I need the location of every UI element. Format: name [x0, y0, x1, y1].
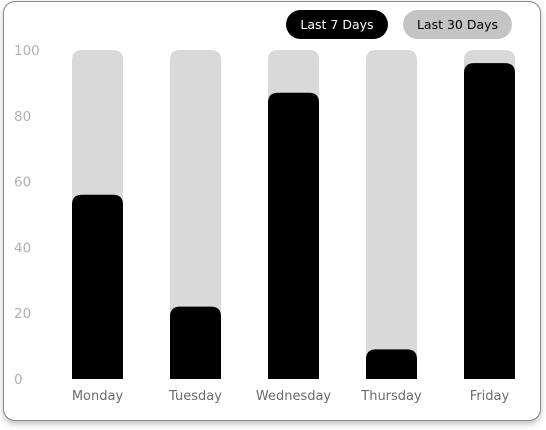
bar-track — [366, 50, 417, 379]
y-tick-label: 20 — [14, 306, 31, 322]
x-tick-label: Thursday — [360, 389, 422, 404]
y-tick-label: 0 — [14, 372, 23, 388]
bar-thursday — [366, 349, 417, 379]
y-tick-label: 40 — [14, 240, 31, 256]
bar-monday — [72, 194, 123, 379]
last-7-days-button[interactable]: Last 7 Days — [286, 10, 388, 39]
y-tick-label: 60 — [14, 175, 31, 191]
y-tick-label: 80 — [14, 109, 31, 125]
x-tick-label: Friday — [470, 389, 510, 404]
x-tick-label: Wednesday — [256, 389, 332, 404]
bar-friday — [464, 63, 515, 379]
x-tick-label: Tuesday — [168, 389, 222, 404]
bar-tuesday — [170, 306, 221, 379]
x-tick-label: Monday — [72, 389, 124, 404]
bar-track — [170, 50, 221, 379]
last-30-days-button[interactable]: Last 30 Days — [403, 10, 512, 39]
y-tick-label: 100 — [14, 43, 40, 59]
bar-wednesday — [268, 92, 319, 380]
